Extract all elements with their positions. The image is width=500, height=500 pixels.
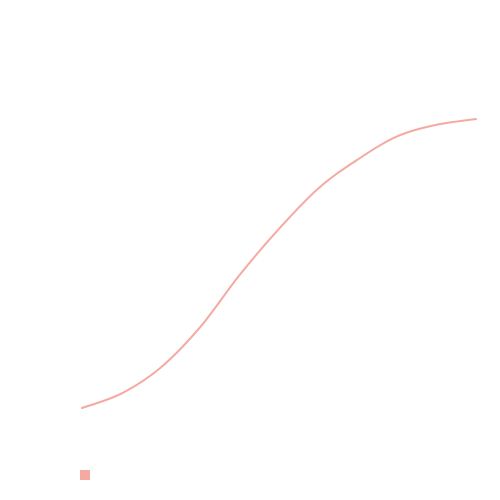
plot-area	[81, 118, 477, 409]
legend	[80, 470, 90, 480]
legend-swatch-0	[80, 470, 90, 480]
series-line-0	[81, 118, 477, 409]
